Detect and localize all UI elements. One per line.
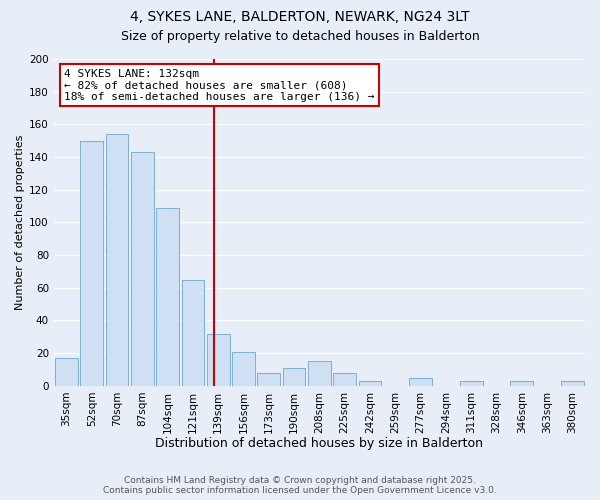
Bar — [55, 358, 78, 386]
Bar — [561, 381, 584, 386]
Bar — [283, 368, 305, 386]
Bar — [308, 362, 331, 386]
Bar — [257, 373, 280, 386]
Bar — [106, 134, 128, 386]
Text: Contains HM Land Registry data © Crown copyright and database right 2025.
Contai: Contains HM Land Registry data © Crown c… — [103, 476, 497, 495]
Bar — [232, 352, 255, 386]
Bar — [334, 373, 356, 386]
Bar — [156, 208, 179, 386]
Bar — [131, 152, 154, 386]
Bar — [359, 381, 382, 386]
Bar — [182, 280, 204, 386]
Y-axis label: Number of detached properties: Number of detached properties — [15, 134, 25, 310]
X-axis label: Distribution of detached houses by size in Balderton: Distribution of detached houses by size … — [155, 437, 484, 450]
Text: Size of property relative to detached houses in Balderton: Size of property relative to detached ho… — [121, 30, 479, 43]
Text: 4, SYKES LANE, BALDERTON, NEWARK, NG24 3LT: 4, SYKES LANE, BALDERTON, NEWARK, NG24 3… — [130, 10, 470, 24]
Bar — [80, 140, 103, 386]
Bar — [207, 334, 230, 386]
Bar — [460, 381, 482, 386]
Text: 4 SYKES LANE: 132sqm
← 82% of detached houses are smaller (608)
18% of semi-deta: 4 SYKES LANE: 132sqm ← 82% of detached h… — [64, 69, 375, 102]
Bar — [511, 381, 533, 386]
Bar — [409, 378, 432, 386]
